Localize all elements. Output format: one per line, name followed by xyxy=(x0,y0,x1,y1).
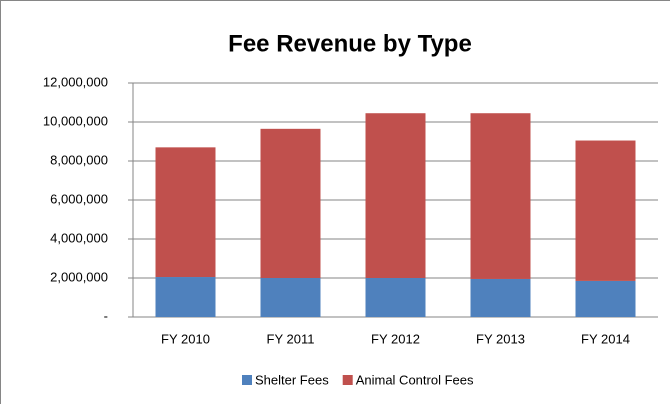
bar-segment xyxy=(470,278,531,317)
bar-segment xyxy=(575,140,636,281)
y-tick-label: 4,000,000 xyxy=(50,230,108,245)
y-tick-label: 8,000,000 xyxy=(50,152,108,167)
y-tick-label: 12,000,000 xyxy=(43,74,108,89)
y-tick-label: 10,000,000 xyxy=(43,113,108,128)
legend-swatch xyxy=(342,375,353,385)
bar-segment xyxy=(260,128,321,278)
bar-segment xyxy=(260,278,321,317)
x-tick-label: FY 2013 xyxy=(476,331,525,346)
bar-segment xyxy=(365,113,426,278)
chart-title: Fee Revenue by Type xyxy=(228,30,472,57)
x-tick-label: FY 2010 xyxy=(161,331,210,346)
y-tick-label: 2,000,000 xyxy=(50,269,108,284)
legend-label: Shelter Fees xyxy=(255,372,329,387)
x-tick-label: FY 2014 xyxy=(581,331,630,346)
y-tick-label: - xyxy=(104,308,108,323)
y-tick-label: 6,000,000 xyxy=(50,191,108,206)
bar-segment xyxy=(575,280,636,317)
legend-swatch xyxy=(242,375,252,385)
legend-label: Animal Control Fees xyxy=(356,372,474,387)
bar-segment xyxy=(365,278,426,317)
x-tick-label: FY 2011 xyxy=(267,331,315,346)
bar-segment xyxy=(155,147,216,278)
bar-segment xyxy=(470,113,531,279)
bar-segment xyxy=(155,277,216,317)
x-tick-label: FY 2012 xyxy=(371,331,420,346)
